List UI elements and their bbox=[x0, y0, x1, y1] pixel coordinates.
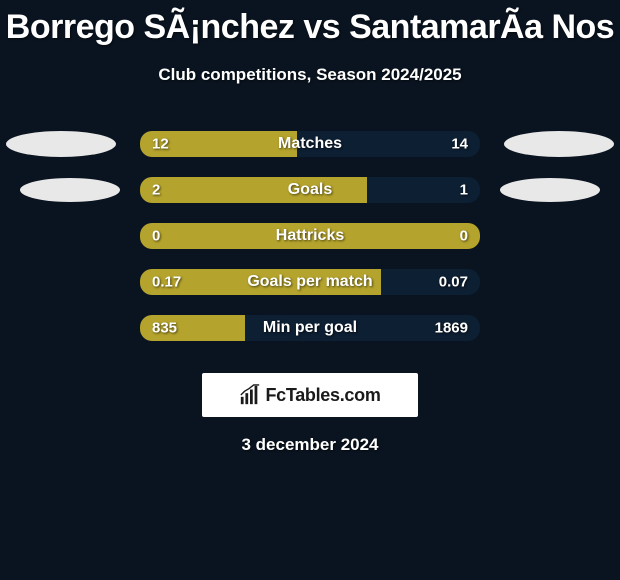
comparison-date: 3 december 2024 bbox=[0, 435, 620, 455]
stat-label: Min per goal bbox=[263, 319, 357, 337]
logo-text: FcTables.com bbox=[265, 385, 380, 406]
stat-value-right: 0.07 bbox=[439, 274, 468, 291]
stat-value-left: 0.17 bbox=[152, 274, 181, 291]
player-marker-left bbox=[20, 178, 120, 202]
player-marker-right bbox=[500, 178, 600, 202]
stat-value-right: 1 bbox=[460, 182, 468, 199]
stat-row: 0.17 0.07 Goals per match bbox=[0, 259, 620, 305]
stat-row: 835 1869 Min per goal bbox=[0, 305, 620, 351]
stat-bar: 835 1869 Min per goal bbox=[140, 315, 480, 341]
player-marker-left bbox=[6, 131, 116, 157]
comparison-bars: 12 14 Matches 2 1 Goals 0 0 Hattricks 0.17 0.07 Goa… bbox=[0, 121, 620, 351]
stat-bar: 0.17 0.07 Goals per match bbox=[140, 269, 480, 295]
player-marker-right bbox=[504, 131, 614, 157]
stat-row: 12 14 Matches bbox=[0, 121, 620, 167]
stat-bar: 12 14 Matches bbox=[140, 131, 480, 157]
stat-label: Goals bbox=[288, 181, 332, 199]
stat-value-right: 1869 bbox=[435, 320, 468, 337]
comparison-subtitle: Club competitions, Season 2024/2025 bbox=[0, 65, 620, 85]
stat-row: 0 0 Hattricks bbox=[0, 213, 620, 259]
site-logo: FcTables.com bbox=[202, 373, 418, 417]
stat-value-left: 835 bbox=[152, 320, 177, 337]
stat-row: 2 1 Goals bbox=[0, 167, 620, 213]
stat-bar: 0 0 Hattricks bbox=[140, 223, 480, 249]
stat-value-left: 2 bbox=[152, 182, 160, 199]
stat-label: Goals per match bbox=[247, 273, 372, 291]
stat-value-left: 0 bbox=[152, 228, 160, 245]
stat-value-right: 0 bbox=[460, 228, 468, 245]
stat-label: Matches bbox=[278, 135, 342, 153]
comparison-title: Borrego SÃ¡nchez vs SantamarÃ­a Nos bbox=[0, 0, 620, 47]
stat-label: Hattricks bbox=[276, 227, 344, 245]
stat-value-right: 14 bbox=[451, 136, 468, 153]
stat-value-left: 12 bbox=[152, 136, 169, 153]
chart-icon bbox=[239, 384, 261, 406]
bar-segment-left bbox=[140, 177, 367, 203]
stat-bar: 2 1 Goals bbox=[140, 177, 480, 203]
